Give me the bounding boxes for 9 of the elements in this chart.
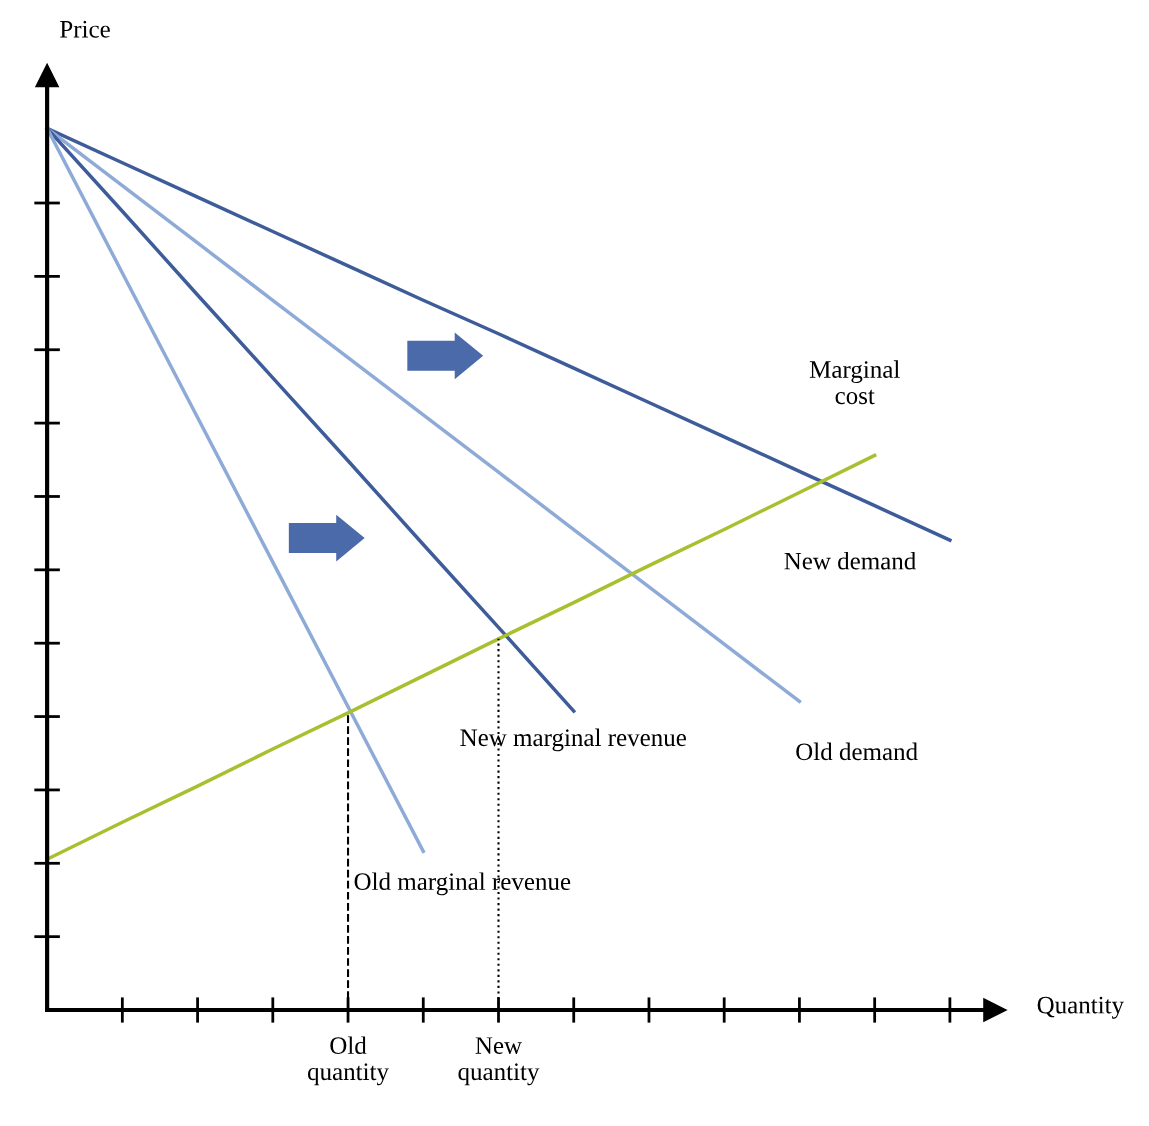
y-axis-title: Price bbox=[60, 20, 110, 38]
annotation: Marginal cost bbox=[809, 360, 900, 405]
annotation: Old marginal revenue bbox=[354, 872, 571, 896]
annotation: New marginal revenue bbox=[460, 728, 686, 752]
x-axis-title: Quantity bbox=[1037, 996, 1124, 1019]
x-tick-label: Old quantity bbox=[307, 1036, 389, 1086]
x-tick-label: New quantity bbox=[458, 1037, 540, 1086]
annotation: New demand bbox=[784, 551, 916, 570]
annotation: Old demand bbox=[796, 742, 918, 761]
